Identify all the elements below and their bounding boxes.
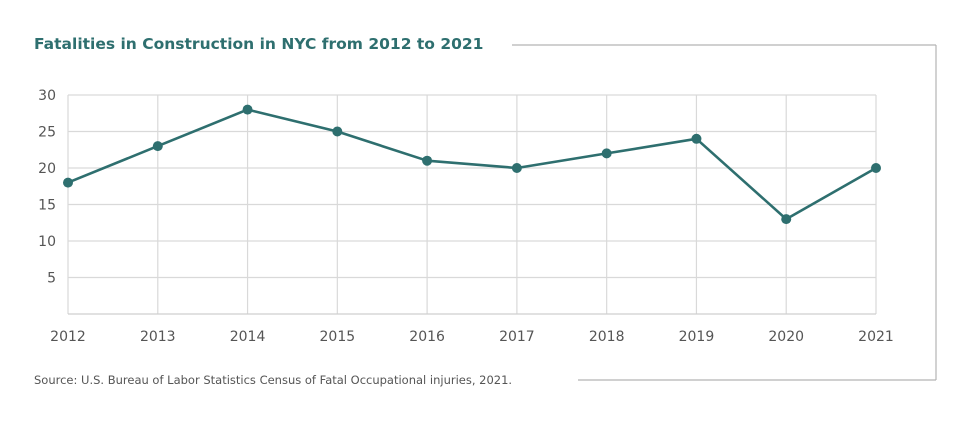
x-tick-label: 2014 [230, 329, 266, 345]
series-layer [63, 104, 881, 225]
x-tick-label: 2015 [320, 329, 356, 345]
x-tick-label: 2021 [858, 329, 894, 345]
data-point [152, 141, 163, 152]
series-line [67, 108, 877, 221]
x-tick-label: 2020 [768, 329, 804, 345]
data-point [691, 133, 702, 144]
x-tick-label: 2018 [589, 329, 625, 345]
chart-frame [512, 44, 937, 381]
x-tick-label: 2019 [679, 329, 715, 345]
data-point [242, 104, 253, 115]
x-tick-label: 2012 [50, 329, 86, 345]
y-tick-label: 30 [38, 88, 56, 104]
y-tick-label: 15 [38, 198, 56, 214]
data-point [422, 155, 433, 166]
data-point [871, 163, 881, 173]
y-tick-label: 5 [47, 271, 56, 287]
source-note: Source: U.S. Bureau of Labor Statistics … [34, 373, 513, 387]
x-tick-label: 2016 [409, 329, 445, 345]
x-tick-label: 2013 [140, 329, 176, 345]
grid-lines [67, 94, 877, 314]
x-tick-label: 2017 [499, 329, 535, 345]
data-point [601, 148, 612, 159]
chart-title: Fatalities in Construction in NYC from 2… [34, 35, 484, 53]
x-tick-labels: 2012 2013 2014 2015 2016 2017 2018 2019 2020 2021 [50, 329, 894, 345]
y-tick-label: 10 [38, 234, 56, 250]
data-point [781, 214, 792, 225]
y-tick-labels: 5 10 15 20 25 30 [38, 88, 56, 287]
data-point [511, 163, 522, 173]
y-tick-label: 20 [38, 161, 56, 177]
y-tick-label: 25 [38, 125, 56, 141]
data-point [332, 126, 343, 137]
data-point [63, 177, 73, 188]
